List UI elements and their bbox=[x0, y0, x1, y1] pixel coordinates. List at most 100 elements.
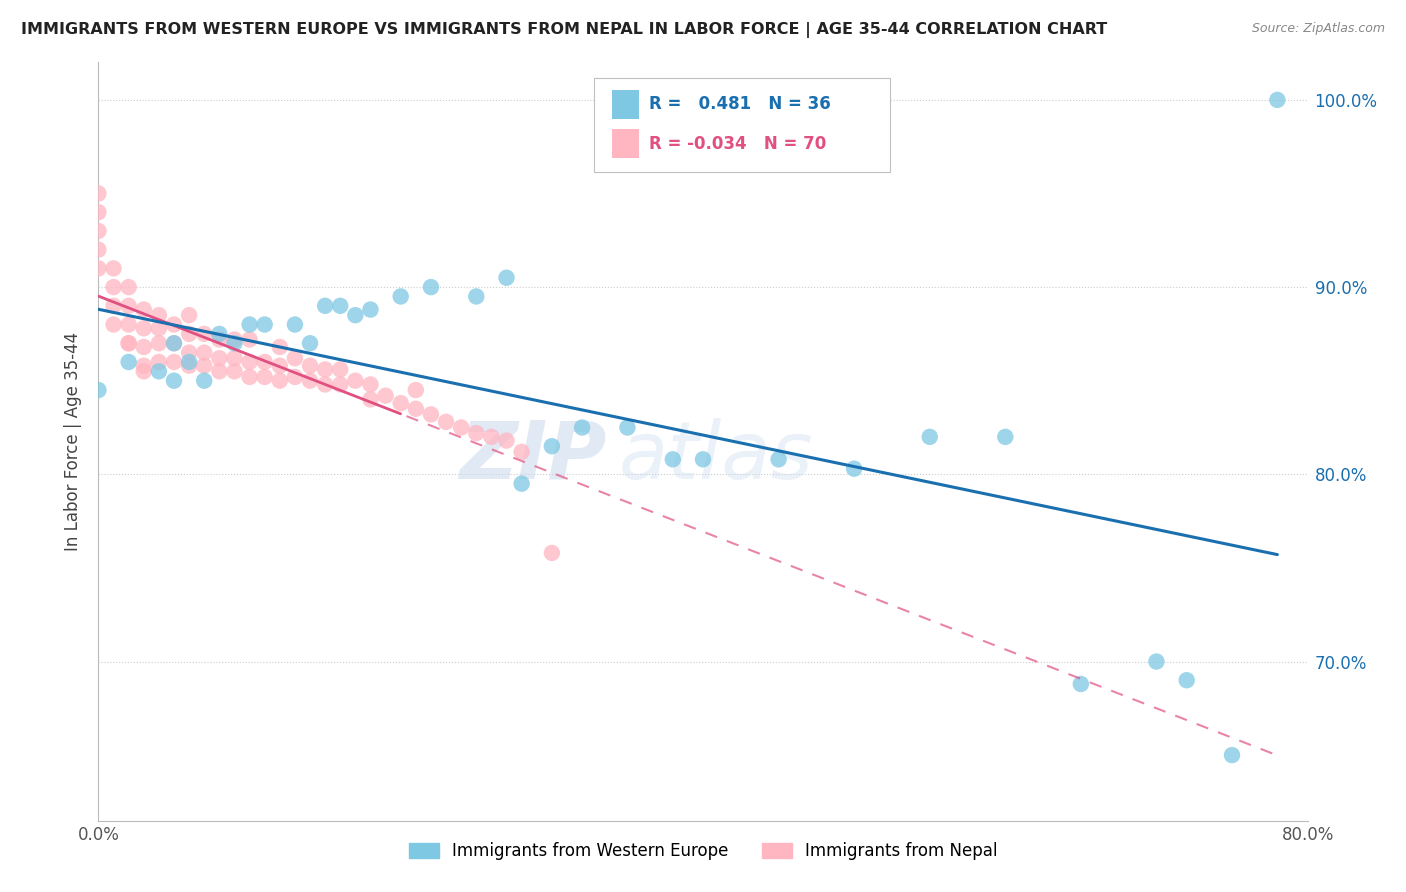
Point bbox=[87, 224, 110, 238]
Text: IMMIGRANTS FROM WESTERN EUROPE VS IMMIGRANTS FROM NEPAL IN LABOR FORCE | AGE 35-: IMMIGRANTS FROM WESTERN EUROPE VS IMMIGR… bbox=[21, 22, 1108, 38]
Point bbox=[208, 326, 231, 341]
FancyBboxPatch shape bbox=[595, 78, 890, 172]
Point bbox=[132, 321, 155, 335]
Legend: Immigrants from Western Europe, Immigrants from Nepal: Immigrants from Western Europe, Immigran… bbox=[402, 836, 1004, 867]
Point bbox=[103, 318, 125, 332]
Point bbox=[132, 359, 155, 373]
Point bbox=[118, 336, 141, 351]
Point bbox=[284, 318, 307, 332]
Point bbox=[360, 377, 382, 392]
Point bbox=[87, 383, 110, 397]
Point bbox=[208, 333, 231, 347]
Point bbox=[132, 340, 155, 354]
Point bbox=[224, 364, 246, 378]
Point bbox=[1070, 677, 1092, 691]
Point bbox=[87, 205, 110, 219]
Point bbox=[179, 308, 201, 322]
Point bbox=[118, 336, 141, 351]
Point bbox=[420, 408, 443, 422]
Point bbox=[661, 452, 683, 467]
Point bbox=[253, 370, 276, 384]
Point bbox=[299, 336, 322, 351]
Point bbox=[208, 351, 231, 366]
Point bbox=[299, 359, 322, 373]
Point bbox=[360, 302, 382, 317]
Point bbox=[163, 374, 186, 388]
Point bbox=[224, 351, 246, 366]
Point bbox=[495, 270, 517, 285]
Point bbox=[1144, 655, 1167, 669]
Point bbox=[148, 308, 170, 322]
Point bbox=[253, 318, 276, 332]
Point bbox=[344, 308, 367, 322]
Point bbox=[87, 186, 110, 201]
Y-axis label: In Labor Force | Age 35-44: In Labor Force | Age 35-44 bbox=[65, 332, 83, 551]
Point bbox=[434, 415, 457, 429]
Point bbox=[269, 340, 291, 354]
Point bbox=[179, 326, 201, 341]
Point bbox=[269, 359, 291, 373]
Point bbox=[193, 359, 215, 373]
Point bbox=[329, 299, 352, 313]
Point bbox=[1267, 93, 1289, 107]
Point bbox=[510, 445, 533, 459]
Point bbox=[87, 243, 110, 257]
Point bbox=[118, 280, 141, 294]
Text: ZIP: ZIP bbox=[458, 417, 606, 496]
Point bbox=[163, 336, 186, 351]
Point bbox=[118, 299, 141, 313]
Point bbox=[103, 280, 125, 294]
Point bbox=[918, 430, 941, 444]
Text: atlas: atlas bbox=[619, 417, 813, 496]
Point bbox=[510, 476, 533, 491]
Point bbox=[360, 392, 382, 407]
Point bbox=[179, 345, 201, 359]
Point bbox=[118, 318, 141, 332]
Point bbox=[314, 299, 336, 313]
Point bbox=[193, 345, 215, 359]
Point bbox=[193, 374, 215, 388]
Point bbox=[495, 434, 517, 448]
Point bbox=[844, 461, 866, 475]
Point bbox=[692, 452, 714, 467]
Point bbox=[540, 439, 562, 453]
Point bbox=[148, 336, 170, 351]
FancyBboxPatch shape bbox=[613, 90, 638, 119]
Point bbox=[208, 364, 231, 378]
Point bbox=[389, 396, 412, 410]
Point bbox=[314, 377, 336, 392]
Point bbox=[329, 377, 352, 392]
Text: Source: ZipAtlas.com: Source: ZipAtlas.com bbox=[1251, 22, 1385, 36]
Point bbox=[284, 370, 307, 384]
Point bbox=[163, 318, 186, 332]
Text: R =   0.481   N = 36: R = 0.481 N = 36 bbox=[648, 95, 831, 113]
Point bbox=[405, 401, 427, 416]
Point bbox=[344, 374, 367, 388]
Point bbox=[314, 362, 336, 376]
Point bbox=[994, 430, 1017, 444]
Point bbox=[405, 383, 427, 397]
Point bbox=[118, 355, 141, 369]
Point bbox=[768, 452, 790, 467]
Point bbox=[284, 351, 307, 366]
Point bbox=[103, 299, 125, 313]
Point bbox=[1175, 673, 1198, 688]
Point bbox=[239, 333, 262, 347]
Point bbox=[179, 355, 201, 369]
Point bbox=[148, 355, 170, 369]
Point bbox=[239, 370, 262, 384]
Point bbox=[299, 374, 322, 388]
Point bbox=[132, 364, 155, 378]
Point bbox=[420, 280, 443, 294]
Point bbox=[148, 321, 170, 335]
FancyBboxPatch shape bbox=[613, 129, 638, 158]
Point bbox=[540, 546, 562, 560]
Point bbox=[481, 430, 503, 444]
Point bbox=[616, 420, 638, 434]
Point bbox=[374, 389, 396, 403]
Point bbox=[389, 289, 412, 303]
Point bbox=[224, 336, 246, 351]
Point bbox=[87, 261, 110, 276]
Point bbox=[465, 426, 488, 441]
Point bbox=[450, 420, 472, 434]
